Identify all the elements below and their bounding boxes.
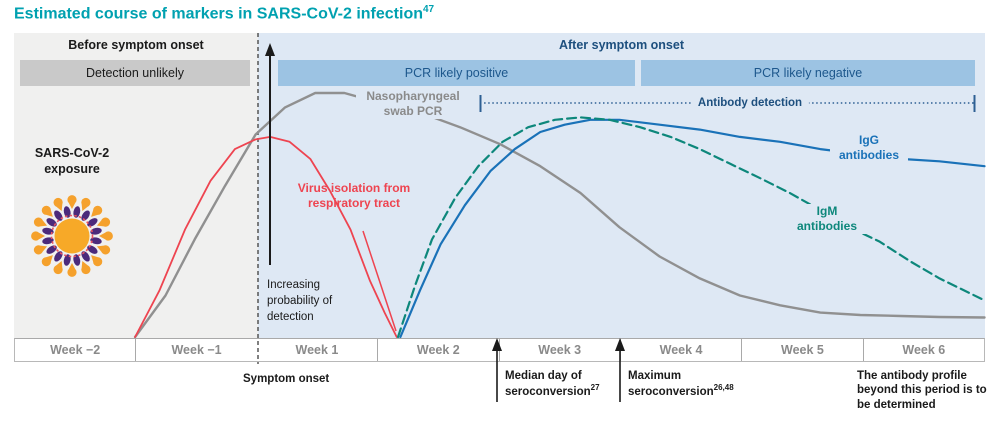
virus-isolation-label: Virus isolation from respiratory tract bbox=[297, 181, 411, 210]
maximum-seroconversion-arrowhead bbox=[615, 338, 625, 351]
week-tick: Week 5 bbox=[741, 339, 862, 361]
nasopharyngeal-swab-pcr-curve bbox=[133, 91, 986, 339]
virus-body bbox=[54, 218, 90, 254]
maximum-seroconversion-text: Maximum seroconversion bbox=[628, 370, 714, 399]
before-symptom-header: Before symptom onset bbox=[68, 38, 204, 52]
figure-title-reference: 47 bbox=[423, 4, 435, 15]
figure-title-text: Estimated course of markers in SARS-CoV-… bbox=[14, 5, 423, 23]
symptom-onset-annotation: Symptom onset bbox=[243, 373, 330, 385]
virus-isolation-leader-line bbox=[362, 230, 397, 332]
week-tick: Week 2 bbox=[377, 339, 498, 361]
week-tick: Week 6 bbox=[862, 339, 984, 361]
virus-rna-ring bbox=[50, 214, 94, 258]
pcr-likely-negative-bar: PCR likely negative bbox=[641, 60, 975, 86]
week-tick: Week 1 bbox=[295, 343, 339, 357]
week-tick: Week −2 bbox=[50, 343, 101, 357]
nasopharyngeal-swab-pcr-label: Nasopharyngeal swab PCR bbox=[356, 89, 470, 119]
median-seroconversion-annotation: Median day of seroconversion27 bbox=[505, 369, 623, 400]
virus-isolation-from-respiratory-tract-curve bbox=[134, 135, 398, 338]
week-tick: Week −1 bbox=[135, 339, 256, 361]
igm-antibodies-curve bbox=[396, 116, 986, 339]
igm-antibodies-label: IgM antibodies bbox=[788, 204, 866, 234]
maximum-seroconversion-reference: 26,48 bbox=[713, 383, 734, 393]
increasing-probability-arrowhead bbox=[265, 43, 275, 56]
increasing-probability-label: Increasing probability of detection bbox=[267, 279, 333, 324]
maximum-seroconversion-annotation: Maximum seroconversion26,48 bbox=[628, 369, 758, 400]
week-axis: Week −2 Week −1 Week 1 Week 2 Week 3 Wee… bbox=[14, 338, 985, 362]
antibody-profile-note: The antibody profile beyond this period … bbox=[857, 370, 987, 411]
median-seroconversion-reference: 27 bbox=[590, 383, 600, 393]
antibody-detection-label: Antibody detection bbox=[690, 96, 810, 111]
coronavirus-icon bbox=[31, 195, 113, 277]
pcr-likely-positive-bar: PCR likely positive bbox=[278, 60, 635, 86]
after-symptom-header: After symptom onset bbox=[558, 38, 685, 52]
detection-unlikely-bar: Detection unlikely bbox=[20, 60, 250, 86]
median-seroconversion-arrowhead bbox=[492, 338, 502, 351]
median-seroconversion-text: Median day of seroconversion bbox=[505, 370, 591, 399]
sars-cov-2-exposure-label: SARS-CoV-2 exposure bbox=[34, 146, 110, 176]
curves-group bbox=[133, 91, 986, 339]
igg-antibodies-label: IgG antibodies bbox=[830, 133, 908, 163]
figure-title: Estimated course of markers in SARS-CoV-… bbox=[14, 4, 434, 23]
